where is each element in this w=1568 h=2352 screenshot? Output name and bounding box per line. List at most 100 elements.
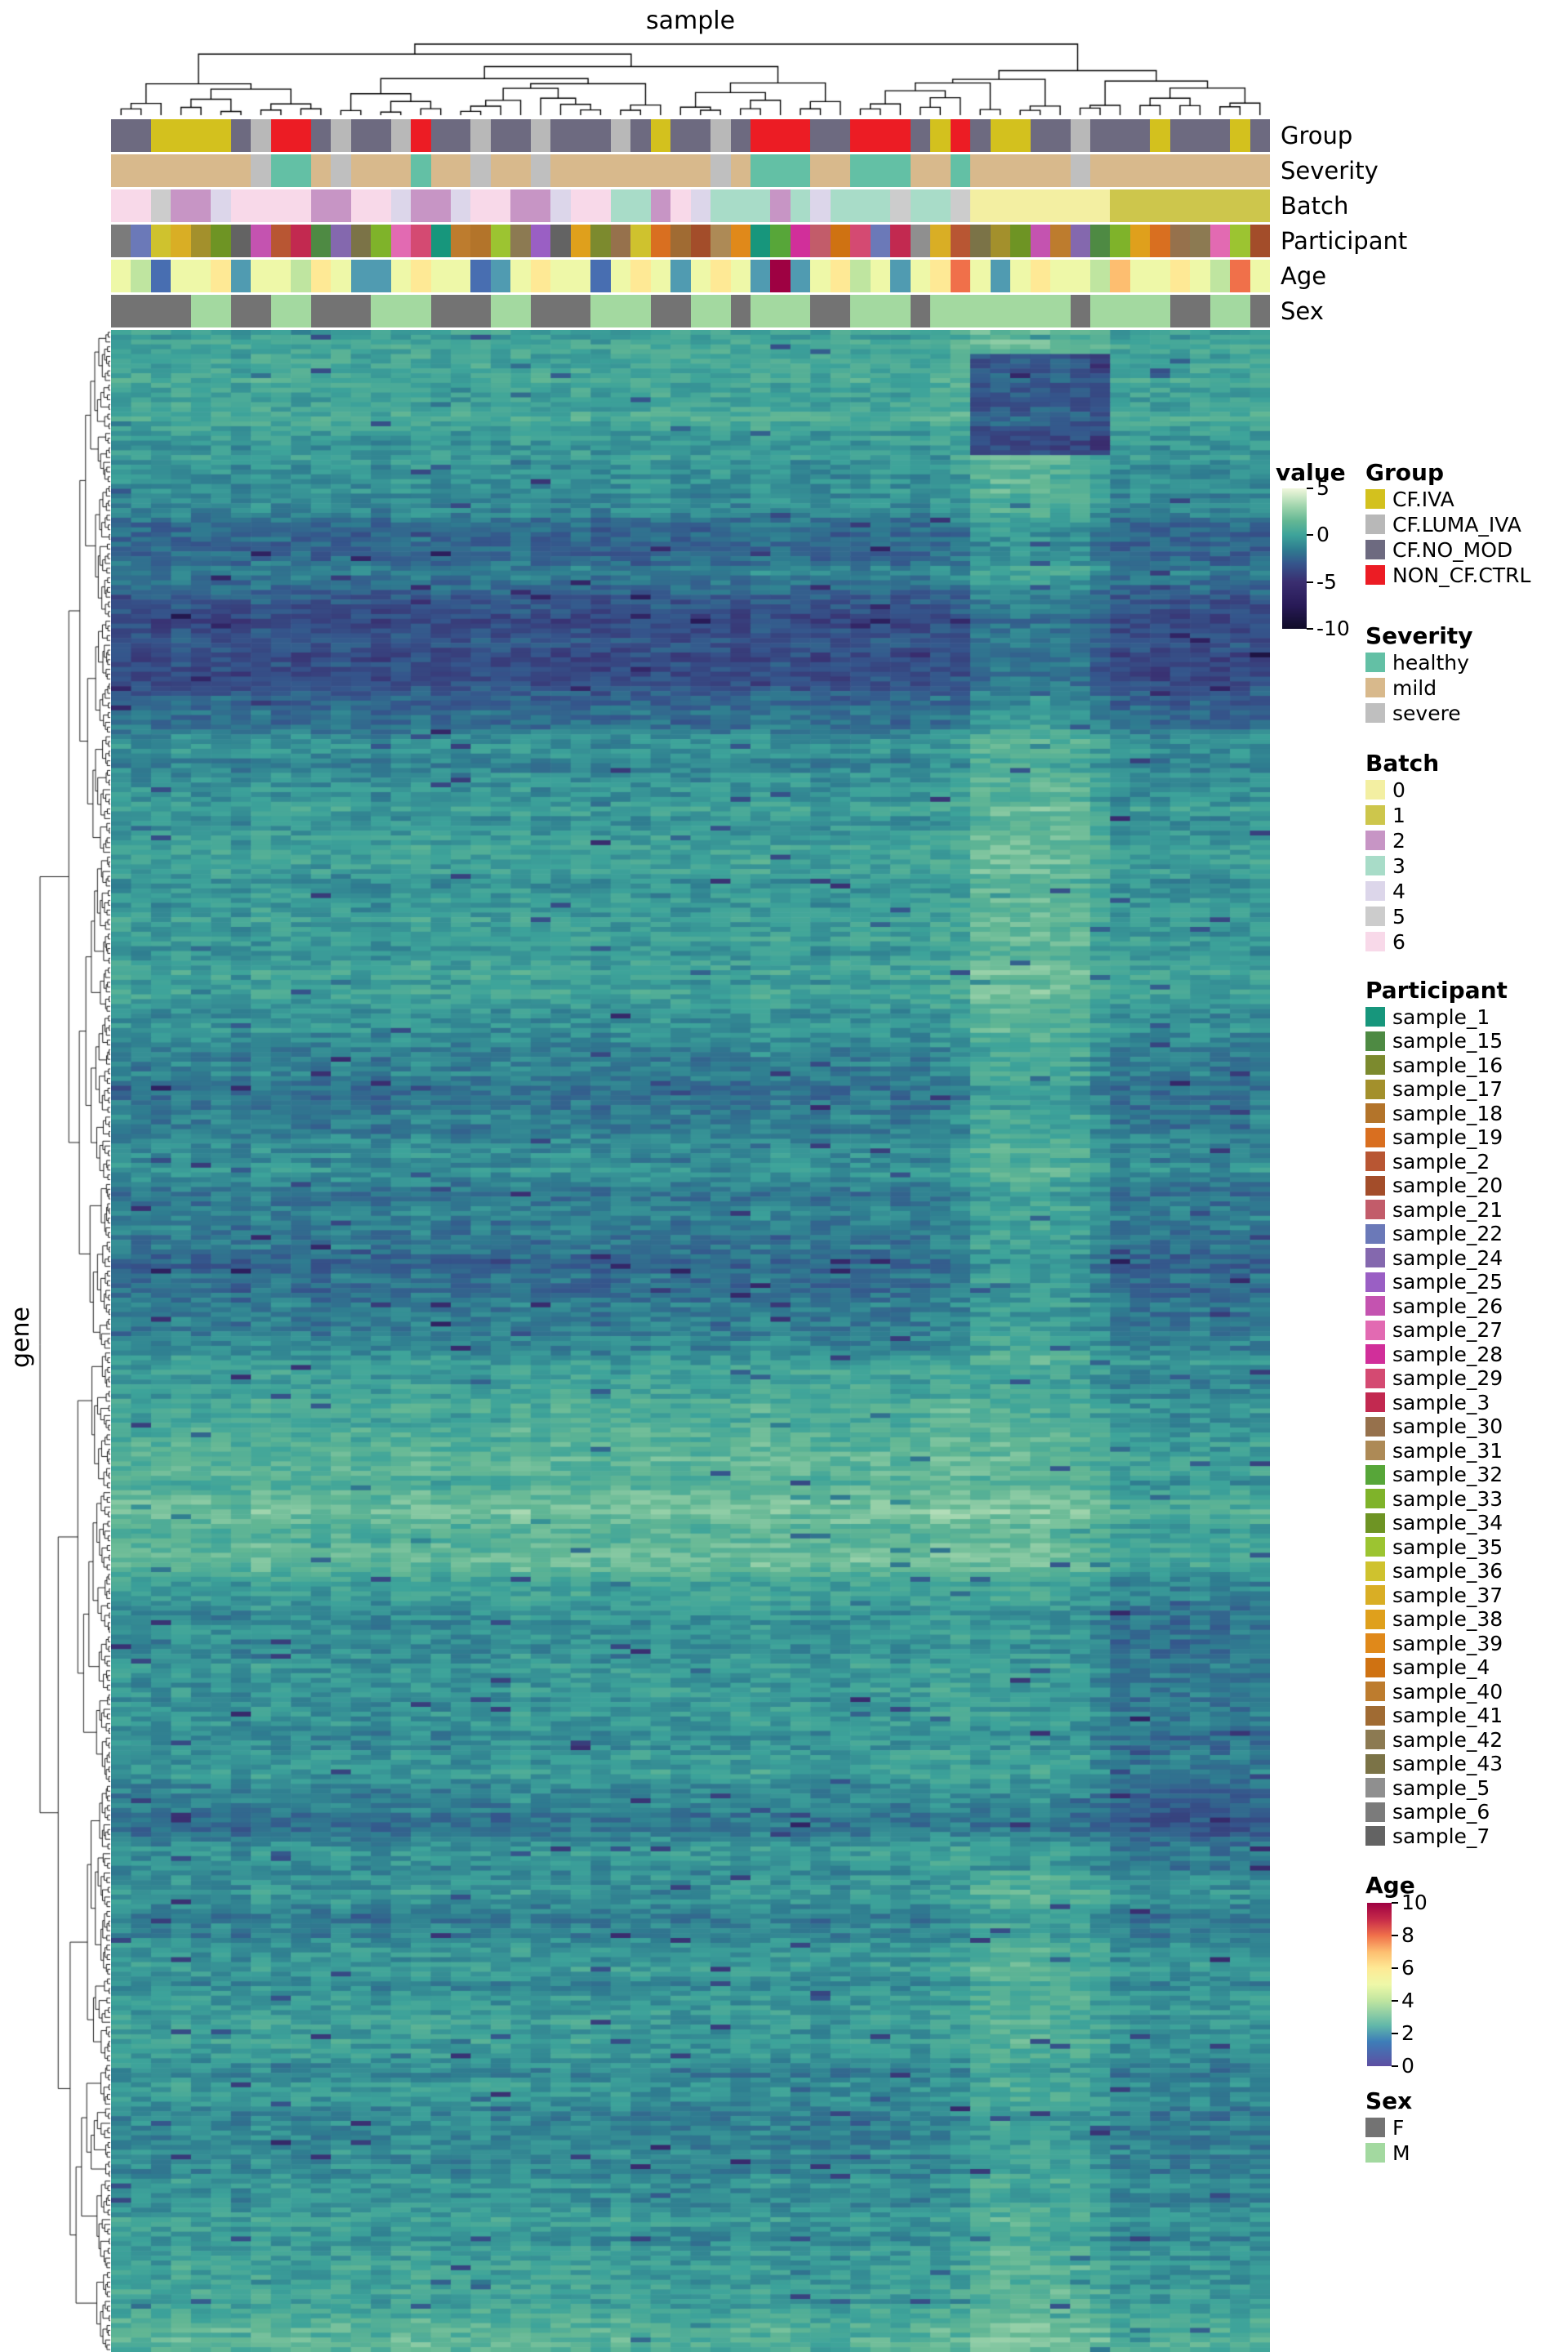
batch-annotation-cell [270, 189, 292, 222]
age-colorbar [1367, 1903, 1392, 2066]
age-annotation-cell [211, 260, 231, 292]
participant-legend-item: sample_41 [1365, 1704, 1503, 1727]
batch-annotation-cell [751, 189, 771, 222]
sex-annotation-cell [310, 295, 332, 327]
participant-legend-label: sample_36 [1392, 1559, 1503, 1583]
severity-annotation-cell [111, 154, 131, 187]
participant-annotation-cell [1110, 225, 1130, 257]
participant-legend-label: sample_2 [1392, 1149, 1490, 1174]
sex-annotation-cell [990, 295, 1011, 327]
group-legend-title: Group [1365, 459, 1445, 486]
sex-annotation-cell [890, 295, 911, 327]
severity-annotation-cell [910, 154, 931, 187]
participant-legend-swatch [1365, 1031, 1385, 1051]
group-annotation-cell [590, 119, 611, 152]
participant-legend-swatch [1365, 1392, 1385, 1412]
sex-annotation-cell [630, 295, 651, 327]
participant-legend-swatch [1365, 1175, 1385, 1196]
participant-annotation-cell [251, 225, 271, 257]
age-annotation-cell [751, 260, 771, 292]
participant-legend-swatch [1365, 1127, 1385, 1147]
age-annotation-cell [990, 260, 1011, 292]
severity-annotation-cell [131, 154, 151, 187]
age-annotation-row [111, 260, 1271, 292]
participant-legend-label: sample_38 [1392, 1607, 1503, 1631]
participant-annotation-cell [1129, 225, 1151, 257]
sex-annotation-cell [1169, 295, 1191, 327]
group-annotation-cell [670, 119, 691, 152]
participant-legend-swatch [1365, 1753, 1385, 1774]
severity-annotation-cell [1209, 154, 1231, 187]
participant-legend-item: sample_42 [1365, 1728, 1503, 1752]
group-annotation-cell [1129, 119, 1151, 152]
age-annotation-cell [331, 260, 351, 292]
severity-annotation-cell [1150, 154, 1170, 187]
participant-legend-label: sample_3 [1392, 1390, 1490, 1414]
annotation-label-group: Group [1281, 122, 1353, 149]
age-annotation-cell [730, 260, 751, 292]
group-annotation-cell [910, 119, 931, 152]
severity-annotation-cell [1089, 154, 1111, 187]
batch-annotation-cell [331, 189, 351, 222]
severity-annotation-cell [990, 154, 1011, 187]
sex-annotation-cell [950, 295, 971, 327]
group-annotation-cell [510, 119, 531, 152]
age-annotation-cell [890, 260, 911, 292]
severity-annotation-cell [1169, 154, 1191, 187]
annotation-label-batch: Batch [1281, 192, 1349, 220]
group-annotation-cell [1070, 119, 1090, 152]
age-annotation-cell [770, 260, 791, 292]
batch-legend-label: 5 [1392, 904, 1405, 929]
batch-annotation-cell [1129, 189, 1151, 222]
severity-annotation-cell [550, 154, 571, 187]
participant-legend-label: sample_37 [1392, 1583, 1503, 1607]
severity-annotation-cell [930, 154, 951, 187]
participant-legend-title: Participant [1365, 977, 1508, 1004]
group-annotation-cell [810, 119, 831, 152]
age-annotation-cell [150, 260, 172, 292]
group-annotation-cell [251, 119, 271, 152]
age-annotation-cell [1250, 260, 1271, 292]
batch-annotation-cell [650, 189, 671, 222]
severity-annotation-cell [1030, 154, 1051, 187]
sex-annotation-cell [211, 295, 231, 327]
batch-annotation-cell [1010, 189, 1031, 222]
group-annotation-cell [1209, 119, 1231, 152]
batch-annotation-cell [171, 189, 191, 222]
age-annotation-cell [850, 260, 871, 292]
batch-legend-swatch [1365, 881, 1385, 901]
age-colorbar-tick-label: 4 [1401, 1989, 1414, 2012]
column-axis-title: sample [645, 7, 736, 35]
sex-annotation-cell [411, 295, 431, 327]
participant-legend-label: sample_26 [1392, 1294, 1503, 1318]
batch-legend-swatch [1365, 805, 1385, 825]
sex-annotation-cell [450, 295, 471, 327]
severity-annotation-cell [190, 154, 212, 187]
batch-annotation-cell [970, 189, 991, 222]
severity-annotation-cell [270, 154, 292, 187]
participant-annotation-cell [1190, 225, 1210, 257]
value-colorbar-tick-label: 5 [1316, 476, 1330, 500]
age-annotation-cell [550, 260, 571, 292]
severity-legend-swatch [1365, 703, 1385, 723]
batch-annotation-cell [930, 189, 951, 222]
batch-legend-label: 4 [1392, 879, 1405, 903]
batch-annotation-cell [730, 189, 751, 222]
participant-legend-label: sample_20 [1392, 1174, 1503, 1197]
group-legend-item: NON_CF.CTRL [1365, 564, 1530, 587]
participant-annotation-cell [550, 225, 571, 257]
batch-annotation-cell [790, 189, 811, 222]
participant-annotation-cell [490, 225, 511, 257]
severity-annotation-cell [950, 154, 971, 187]
participant-legend-swatch [1365, 1055, 1385, 1075]
participant-annotation-cell [331, 225, 351, 257]
age-annotation-cell [790, 260, 811, 292]
age-legend-title: Age [1365, 1872, 1415, 1899]
participant-legend-swatch [1365, 1103, 1385, 1123]
severity-annotation-cell [810, 154, 831, 187]
group-annotation-cell [1089, 119, 1111, 152]
severity-annotation-cell [830, 154, 851, 187]
severity-annotation-cell [790, 154, 811, 187]
batch-annotation-cell [131, 189, 151, 222]
severity-annotation-cell [490, 154, 511, 187]
